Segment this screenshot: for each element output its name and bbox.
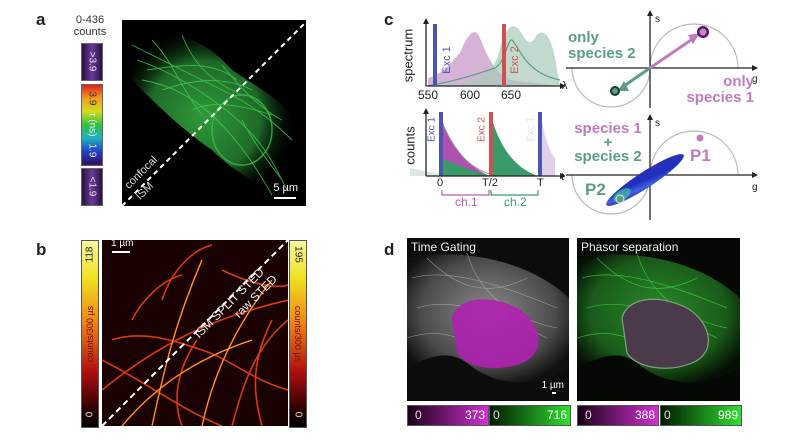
panel-c-label: c xyxy=(384,10,394,29)
svg-text:g: g xyxy=(752,182,758,193)
lifetime-colorbar-low: <1.9 xyxy=(81,168,103,206)
only-species-2-label: only species 2 xyxy=(568,29,636,62)
p2-label: P2 xyxy=(585,180,606,199)
svg-text:s: s xyxy=(655,14,660,25)
microtubule-network-red xyxy=(102,240,288,426)
panel-d-label: d xyxy=(384,240,395,259)
time-gating-plot xyxy=(410,108,565,179)
cell-lifetime-image: confocal ISM 5 µm xyxy=(122,20,306,206)
panel-b-label: b xyxy=(36,240,47,259)
phasor-separation-image: Phasor separation xyxy=(577,238,740,401)
split-dashed-line xyxy=(122,21,306,206)
microtubule-network-green xyxy=(122,21,306,206)
sted-image: 1 µm ISM SPLIT STED raw STED xyxy=(102,240,288,426)
only-species-1-label: only species 1 xyxy=(686,73,754,106)
magenta-colorbar-left: 0 373 xyxy=(407,405,489,426)
lifetime-colorbar-rainbow: 3.9 τ (ns) 1.9 xyxy=(81,84,103,166)
counts-range-label: 0-436 counts xyxy=(73,14,107,38)
svg-text:s: s xyxy=(655,118,660,129)
channel-brackets xyxy=(441,190,539,196)
svg-text:g: g xyxy=(752,74,758,85)
spectrum-plot xyxy=(423,18,565,89)
mixture-label: species 1 + species 2 xyxy=(574,120,642,165)
panel-a-label: a xyxy=(36,10,46,29)
green-colorbar-left: 0 716 xyxy=(489,405,571,426)
green-colorbar-right: 0 989 xyxy=(660,405,742,426)
p1-label: P1 xyxy=(690,146,711,165)
phasor-pure-species: g s xyxy=(566,10,758,108)
time-gating-image: Time Gating 1 µm xyxy=(407,238,569,401)
phasor-mixture: g s xyxy=(566,114,758,220)
left-count-colorbar: 118 counts/300 µs 0 xyxy=(81,240,99,428)
right-count-colorbar: 195 counts/300 µs 0 xyxy=(289,240,307,428)
magenta-colorbar-right: 0 388 xyxy=(577,405,659,426)
lifetime-colorbar-high: >3.9 xyxy=(81,43,103,81)
split-dashed-line xyxy=(102,240,288,426)
scalebar-label: 5 µm xyxy=(273,182,298,194)
